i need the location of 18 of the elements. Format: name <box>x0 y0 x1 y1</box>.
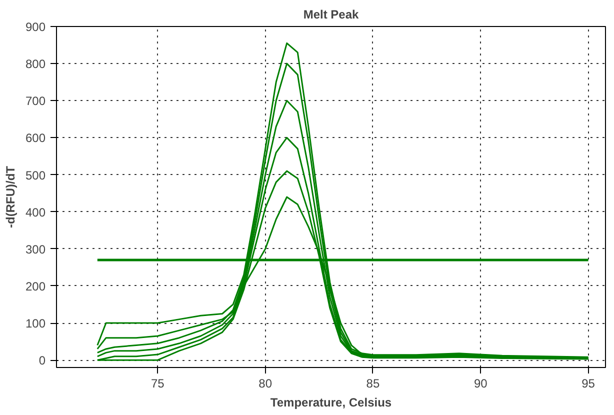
y-tick-label: 800 <box>25 57 46 72</box>
y-tick-label: 900 <box>25 20 46 34</box>
y-tick-label: 300 <box>25 242 46 256</box>
y-tick-label: 700 <box>25 94 46 108</box>
x-tick-label: 75 <box>151 376 165 390</box>
y-tick-label: 500 <box>25 168 46 182</box>
x-axis-title: Temperature, Celsius <box>270 396 392 410</box>
y-tick-label: 100 <box>25 316 46 331</box>
y-tick-label: 200 <box>25 279 46 294</box>
y-tick-label: 600 <box>25 131 46 146</box>
x-tick-label: 85 <box>366 376 380 390</box>
x-tick-label: 80 <box>258 376 272 390</box>
chart-title: Melt Peak <box>303 8 360 22</box>
x-tick-label: 90 <box>474 376 488 390</box>
y-axis-title: -d(RFU)/dT <box>3 165 18 228</box>
x-tick-label: 95 <box>582 376 596 390</box>
y-tick-label: 0 <box>38 354 46 368</box>
y-tick-label: 400 <box>25 205 46 220</box>
